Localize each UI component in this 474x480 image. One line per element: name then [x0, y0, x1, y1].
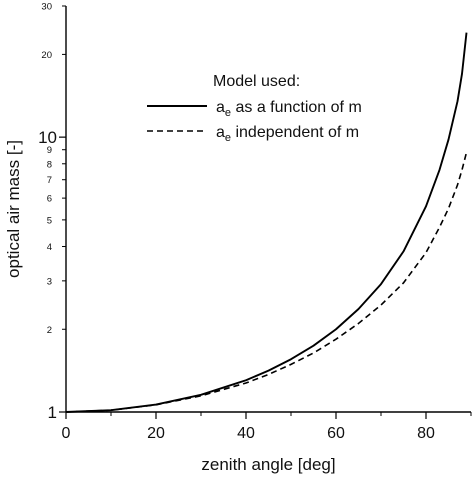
- legend-label-rest: as a function of m: [231, 99, 362, 116]
- y-minor-tick-label: 9: [47, 145, 52, 156]
- legend-label-subscript: e: [225, 107, 231, 119]
- legend-label-main: a: [216, 124, 225, 141]
- y-minor-tick-label: 7: [47, 175, 52, 186]
- series-line-2: [65, 152, 468, 413]
- legend-label-subscript: e: [225, 132, 231, 144]
- y-minor-tick-label: 2: [47, 325, 52, 336]
- y-minor-tick-label: 6: [47, 194, 52, 205]
- x-tick-label: 40: [237, 425, 255, 442]
- y-axis-title: optical air mass [-]: [4, 140, 23, 278]
- y-minor-tick-label: 8: [47, 159, 52, 170]
- y-major-tick-label: 10: [38, 128, 57, 147]
- legend-label-2: ae independent of m: [216, 124, 359, 144]
- legend-label-rest: independent of m: [231, 124, 359, 141]
- series-line-1: [65, 32, 468, 413]
- y-minor-tick-label: 4: [47, 242, 52, 253]
- x-axis-title: zenith angle [deg]: [201, 455, 335, 474]
- y-minor-tick-label: 30: [41, 2, 52, 13]
- x-tick-label: 60: [327, 425, 345, 442]
- y-minor-tick-label: 5: [47, 215, 52, 226]
- legend-title: Model used:: [213, 73, 300, 90]
- legend-label-main: a: [216, 99, 225, 116]
- y-minor-tick-label: 20: [41, 50, 52, 61]
- legend-label-1: ae as a function of m: [216, 99, 362, 119]
- legend: Model used:ae as a function of mae indep…: [147, 73, 362, 144]
- axes: 0 20 40 60 80 1 10 2 3 4 5 6 7 8 9 20 30 zenith angle [de…: [4, 2, 472, 474]
- x-tick-label: 20: [147, 425, 165, 442]
- y-major-tick-label: 1: [48, 403, 57, 422]
- x-tick-label: 80: [417, 425, 435, 442]
- series-group: [65, 32, 468, 413]
- y-minor-tick-label: 3: [47, 276, 52, 287]
- x-tick-label: 0: [62, 425, 71, 442]
